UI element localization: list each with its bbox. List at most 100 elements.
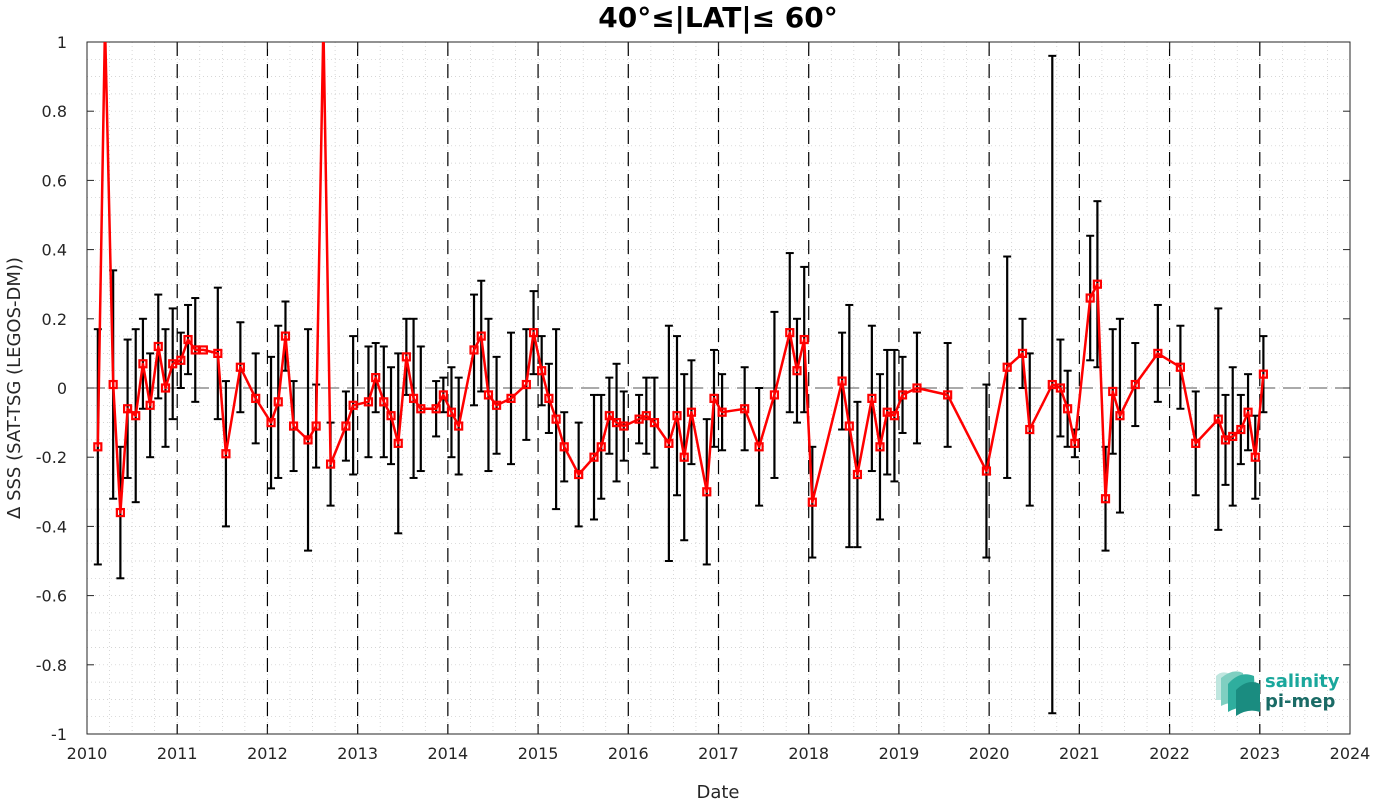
data-point [348, 400, 358, 410]
x-axis-label: Date [696, 782, 739, 801]
data-point [160, 383, 171, 393]
data-point [1017, 348, 1028, 358]
year-dividers [87, 42, 1350, 734]
data-point [686, 407, 697, 417]
data-point [559, 442, 569, 452]
data-point [619, 421, 629, 431]
data-point [213, 348, 223, 358]
data-point [438, 390, 448, 400]
data-point [551, 414, 561, 424]
x-tick-label: 2021 [1059, 744, 1100, 763]
data-point [183, 334, 193, 345]
data-point [280, 331, 291, 341]
data-point [1153, 348, 1163, 358]
data-point [875, 442, 885, 452]
salinity-pi-mep-logo: salinity pi-mep [1216, 671, 1340, 716]
data-point [589, 452, 599, 462]
data-point [431, 404, 441, 414]
data-point [401, 352, 411, 362]
x-tick-label: 2012 [247, 744, 288, 763]
data-point [544, 393, 554, 403]
data-point [1213, 414, 1223, 424]
data-point [168, 359, 178, 369]
x-tick-label: 2017 [698, 744, 739, 763]
data-point [641, 411, 651, 421]
data-point [837, 376, 847, 386]
data-point [912, 383, 922, 393]
data-point [138, 359, 148, 369]
data-point [469, 345, 479, 355]
data-point [190, 345, 200, 355]
logo-wave-icon [1216, 671, 1260, 716]
series-line [96, 42, 1265, 514]
x-tick-label: 2023 [1239, 744, 1280, 763]
grid [86, 41, 1351, 735]
data-point [506, 393, 516, 403]
data-point [371, 373, 381, 383]
data-point [408, 393, 419, 403]
data-point [897, 390, 908, 400]
data-point [574, 469, 584, 480]
data-point [251, 393, 261, 403]
y-tick-label: -1 [51, 725, 67, 744]
y-tick-label: -0.6 [36, 587, 67, 606]
data-point [1070, 438, 1080, 448]
data-point [311, 421, 321, 431]
y-tick-label: 0 [57, 379, 67, 398]
data-point [198, 345, 208, 355]
data-point [454, 421, 464, 431]
data-point [393, 438, 403, 448]
x-tick-label: 2011 [157, 744, 198, 763]
data-point [769, 390, 780, 400]
data-point [1130, 379, 1140, 390]
data-point [235, 362, 245, 372]
data-point [844, 421, 854, 431]
data-point [672, 411, 682, 421]
data-point [1191, 438, 1201, 448]
data-point [1047, 379, 1057, 390]
y-tick-label: 0.8 [42, 102, 67, 121]
y-tick-label: 0.4 [42, 241, 67, 260]
y-axis-label: Δ SSS (SAT-TSG (LEGOS-DM)) [4, 257, 25, 519]
data-point [1108, 386, 1118, 397]
data-point [799, 334, 809, 345]
data-point [528, 328, 539, 338]
data-point [1250, 452, 1260, 462]
x-tick-label: 2024 [1330, 744, 1371, 763]
data-point [153, 341, 163, 352]
data-point [491, 400, 502, 410]
data-point [521, 379, 531, 390]
x-tick-label: 2022 [1149, 744, 1190, 763]
data-point [867, 393, 877, 403]
data-point [1092, 279, 1103, 289]
x-tick-label: 2019 [879, 744, 920, 763]
x-tick-label: 2020 [969, 744, 1010, 763]
data-point [1228, 431, 1238, 442]
logo-line2: pi-mep [1265, 691, 1335, 712]
x-tick-label: 2018 [788, 744, 829, 763]
data-point [1063, 404, 1073, 414]
axes [86, 41, 1351, 735]
data-point [537, 366, 547, 376]
data-point [981, 466, 992, 476]
x-tick-label: 2010 [67, 744, 108, 763]
data-point [1175, 362, 1185, 372]
data-point [416, 404, 426, 414]
data-point [1236, 424, 1246, 435]
data-point [288, 421, 299, 431]
x-tick-label: 2014 [427, 744, 468, 763]
data-point [852, 469, 863, 480]
data-point [108, 379, 118, 390]
data-point [93, 442, 103, 452]
data-point [483, 390, 494, 400]
data-point [303, 435, 313, 445]
data-point [1258, 369, 1268, 379]
data-point [386, 411, 396, 421]
data-point [889, 411, 900, 421]
data-point [664, 438, 674, 448]
data-point [1243, 407, 1253, 417]
data-point [122, 404, 133, 414]
data-point [792, 366, 802, 376]
data-point [115, 507, 125, 518]
